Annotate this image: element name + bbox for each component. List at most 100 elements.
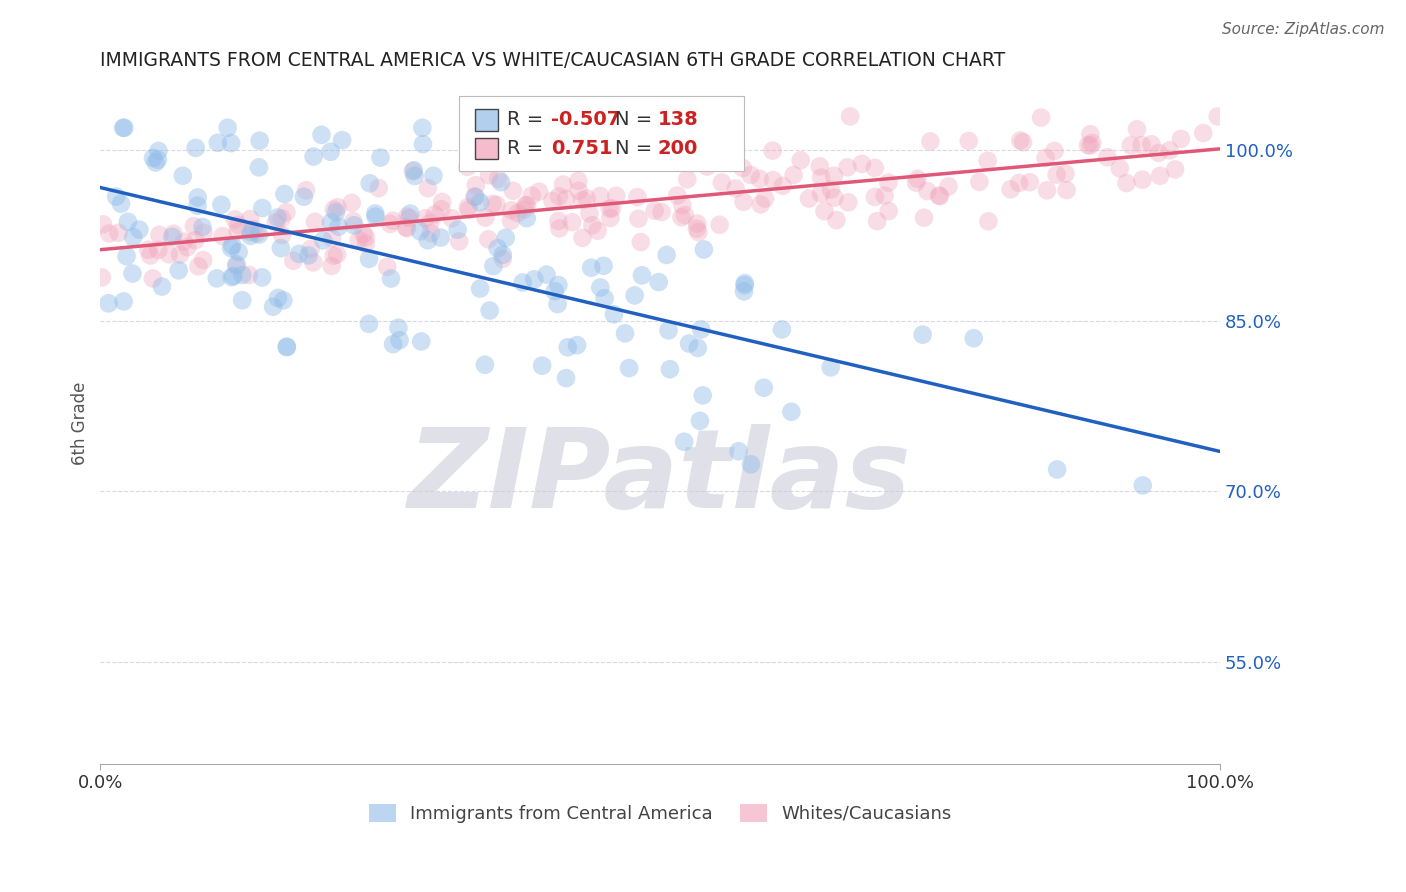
Point <box>128 222 150 236</box>
Point <box>1035 151 1057 165</box>
Point <box>228 245 250 260</box>
Point <box>209 198 232 212</box>
Point <box>447 222 470 236</box>
Point <box>463 189 485 203</box>
Point <box>276 205 298 219</box>
Point <box>457 200 479 214</box>
Text: IMMIGRANTS FROM CENTRAL AMERICA VS WHITE/CAUCASIAN 6TH GRADE CORRELATION CHART: IMMIGRANTS FROM CENTRAL AMERICA VS WHITE… <box>100 51 1005 70</box>
Point <box>536 268 558 282</box>
Point <box>782 168 804 182</box>
Point <box>225 257 247 271</box>
Point <box>808 159 831 173</box>
Point <box>409 224 432 238</box>
Point <box>551 178 574 192</box>
Point <box>626 190 648 204</box>
Point <box>957 134 980 148</box>
Point <box>387 320 409 334</box>
Point <box>813 204 835 219</box>
Point <box>247 161 270 175</box>
Point <box>851 157 873 171</box>
Point <box>499 213 522 227</box>
Point <box>411 120 433 135</box>
Point <box>90 270 112 285</box>
Point <box>797 192 820 206</box>
Point <box>139 248 162 262</box>
Point <box>571 231 593 245</box>
Point <box>547 214 569 228</box>
Point <box>520 188 543 202</box>
Point <box>342 214 364 228</box>
Point <box>364 210 387 224</box>
Point <box>1036 183 1059 197</box>
Point <box>1147 145 1170 160</box>
Point <box>325 205 347 219</box>
Point <box>302 150 325 164</box>
Point <box>565 338 588 352</box>
Point <box>430 194 453 209</box>
Point <box>516 198 538 212</box>
Point <box>873 188 896 202</box>
Point <box>486 241 509 255</box>
Point <box>173 235 195 249</box>
Point <box>673 434 696 449</box>
Point <box>1132 478 1154 492</box>
Point <box>224 212 246 227</box>
Text: Source: ZipAtlas.com: Source: ZipAtlas.com <box>1222 22 1385 37</box>
Point <box>221 238 243 252</box>
Point <box>478 169 501 183</box>
Point <box>548 189 571 203</box>
Point <box>184 141 207 155</box>
Point <box>478 303 501 318</box>
Point <box>112 294 135 309</box>
Point <box>226 218 249 232</box>
Point <box>686 217 709 231</box>
Point <box>690 322 713 336</box>
Point <box>1159 144 1181 158</box>
Point <box>603 307 626 321</box>
Point <box>302 255 325 269</box>
Point <box>326 247 349 261</box>
Point <box>754 192 776 206</box>
Point <box>631 268 654 283</box>
Point <box>449 235 471 249</box>
Point <box>288 247 311 261</box>
Point <box>249 134 271 148</box>
Point <box>733 285 755 299</box>
Point <box>686 221 709 235</box>
Point <box>658 362 681 376</box>
Point <box>938 179 960 194</box>
Point <box>710 176 733 190</box>
Point <box>395 221 418 235</box>
Point <box>748 171 770 186</box>
Point <box>671 198 693 212</box>
Point <box>136 243 159 257</box>
Point <box>381 213 404 227</box>
Point <box>731 161 754 175</box>
Point <box>780 405 803 419</box>
Point <box>671 211 693 225</box>
Point <box>495 231 517 245</box>
Point <box>647 275 669 289</box>
Point <box>157 247 180 261</box>
Point <box>789 153 811 168</box>
Point <box>693 243 716 257</box>
Point <box>415 211 437 226</box>
Point <box>912 211 935 225</box>
Point <box>117 215 139 229</box>
Point <box>571 193 593 207</box>
Point <box>1000 182 1022 196</box>
Point <box>689 414 711 428</box>
Point <box>226 225 249 239</box>
Point <box>388 333 411 347</box>
Point <box>506 206 529 220</box>
Point <box>579 260 602 275</box>
Point <box>242 222 264 236</box>
Point <box>267 291 290 305</box>
Point <box>567 174 589 188</box>
Point <box>347 233 370 247</box>
Text: 200: 200 <box>658 139 699 158</box>
Point <box>148 227 170 242</box>
Point <box>474 211 496 225</box>
Point <box>810 170 832 185</box>
Point <box>330 133 353 147</box>
